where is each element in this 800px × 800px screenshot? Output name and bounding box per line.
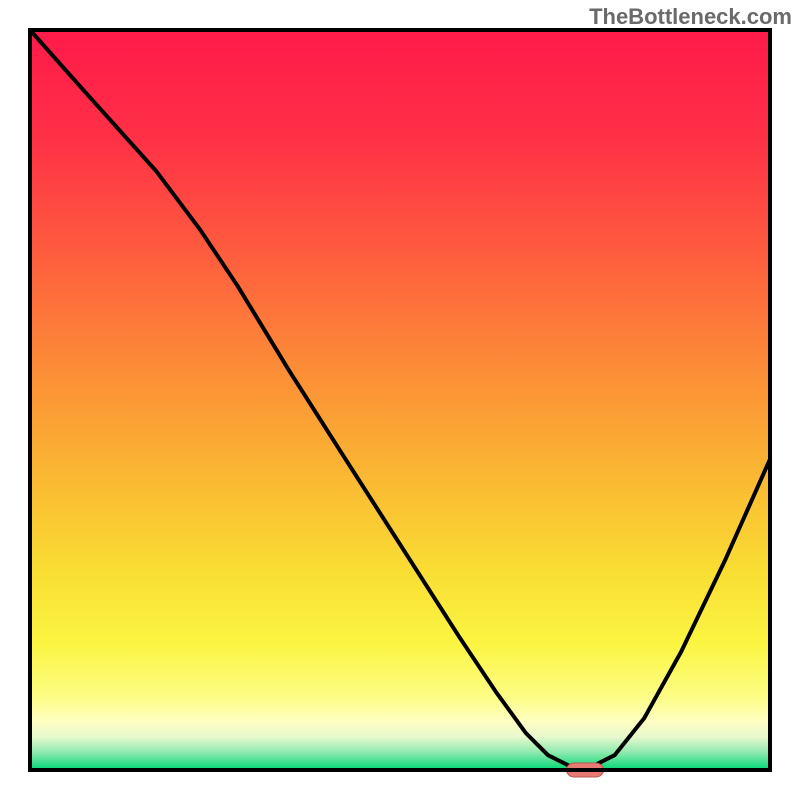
attribution-label: TheBottleneck.com	[589, 4, 792, 30]
chart-svg	[0, 0, 800, 800]
bottleneck-chart: TheBottleneck.com	[0, 0, 800, 800]
plot-background	[30, 30, 770, 770]
